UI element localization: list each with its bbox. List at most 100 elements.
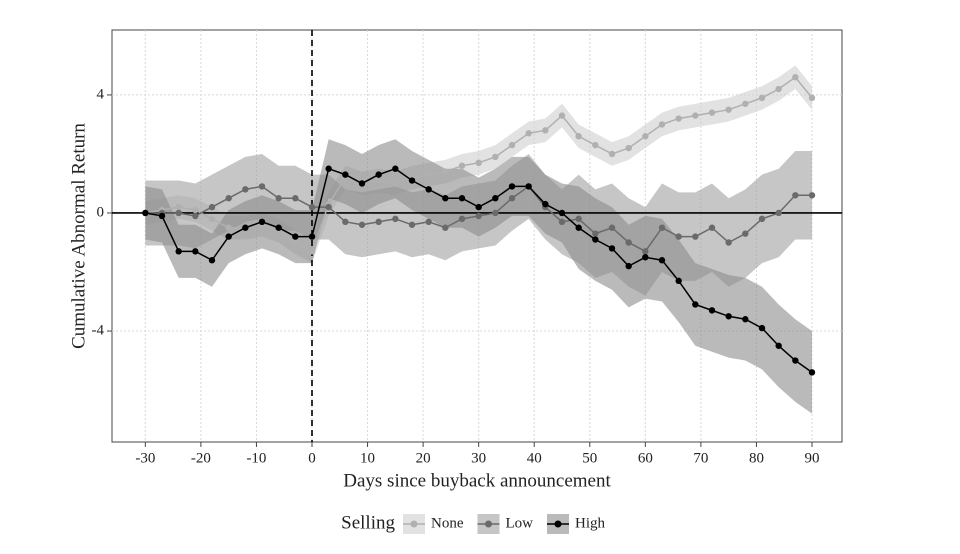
point — [192, 248, 199, 255]
x-tick-label: 50 — [582, 450, 597, 466]
point — [592, 236, 599, 243]
point — [242, 224, 249, 231]
x-tick-label: -10 — [246, 450, 266, 466]
point — [792, 357, 799, 364]
point — [225, 224, 232, 231]
point — [708, 224, 716, 231]
x-tick-label: 90 — [805, 450, 820, 466]
point — [342, 218, 349, 226]
legend-key-point — [410, 520, 418, 528]
legend-label: None — [431, 515, 464, 531]
point — [625, 239, 632, 246]
point — [175, 203, 182, 211]
point — [725, 106, 732, 113]
point — [592, 141, 599, 149]
point — [325, 165, 332, 172]
y-tick-label: -4 — [92, 322, 105, 338]
point — [258, 218, 266, 226]
x-tick-label: 80 — [749, 450, 764, 466]
point — [458, 162, 466, 169]
point — [508, 141, 516, 149]
point — [292, 239, 299, 246]
point — [458, 215, 466, 223]
point — [725, 239, 732, 246]
point — [458, 195, 466, 202]
point — [325, 203, 332, 211]
point — [675, 115, 682, 122]
point — [608, 224, 616, 231]
point — [275, 224, 282, 231]
point — [692, 112, 699, 119]
point — [442, 195, 449, 202]
point — [475, 159, 482, 167]
point — [492, 209, 499, 217]
point — [192, 212, 199, 220]
point — [742, 100, 749, 107]
legend-label: Low — [506, 515, 534, 531]
legend-title: Selling — [341, 512, 395, 533]
point — [508, 183, 516, 190]
point — [442, 168, 449, 175]
point — [375, 177, 382, 184]
point — [608, 150, 616, 158]
point — [758, 94, 766, 102]
point — [608, 245, 616, 252]
point — [708, 307, 716, 314]
x-tick-label: 10 — [360, 450, 375, 466]
x-tick-label: 40 — [527, 450, 542, 466]
x-tick-label: 60 — [638, 450, 653, 466]
point — [375, 171, 382, 178]
point — [408, 221, 416, 228]
y-tick-label: 0 — [97, 204, 105, 220]
point — [725, 313, 732, 320]
point — [792, 192, 799, 199]
point — [558, 218, 566, 226]
point — [575, 133, 582, 140]
point — [392, 215, 399, 223]
point — [392, 180, 399, 187]
point — [742, 230, 749, 237]
x-axis-label: Days since buyback announcement — [343, 470, 611, 491]
point — [308, 248, 316, 255]
point — [558, 209, 566, 217]
point — [308, 203, 316, 211]
point — [308, 233, 316, 240]
point — [675, 233, 682, 240]
point — [692, 233, 699, 240]
point — [258, 183, 266, 190]
point — [508, 195, 516, 202]
point — [425, 171, 432, 178]
point — [642, 254, 649, 261]
point — [808, 192, 816, 199]
point — [658, 257, 666, 264]
point — [542, 127, 549, 134]
point — [208, 215, 216, 223]
point — [575, 224, 582, 231]
point — [742, 316, 749, 323]
point — [492, 153, 499, 161]
legend-key-point — [554, 520, 562, 528]
point — [242, 186, 249, 193]
confidence-band — [145, 139, 813, 414]
point — [158, 212, 166, 220]
point — [175, 248, 182, 255]
point — [142, 209, 149, 217]
point — [475, 212, 482, 220]
point — [642, 248, 649, 255]
point — [792, 74, 799, 81]
point — [592, 230, 599, 237]
point — [525, 130, 532, 137]
point — [208, 257, 216, 264]
point — [758, 215, 766, 223]
point — [525, 183, 532, 190]
x-tick-label: -30 — [135, 450, 155, 466]
point — [542, 200, 549, 208]
point — [358, 221, 366, 228]
point — [775, 85, 782, 93]
point — [425, 218, 432, 226]
x-tick-label: 20 — [416, 450, 431, 466]
y-axis-label: Cumulative Abnormal Return — [68, 123, 89, 349]
point — [192, 206, 199, 214]
point — [775, 342, 782, 349]
